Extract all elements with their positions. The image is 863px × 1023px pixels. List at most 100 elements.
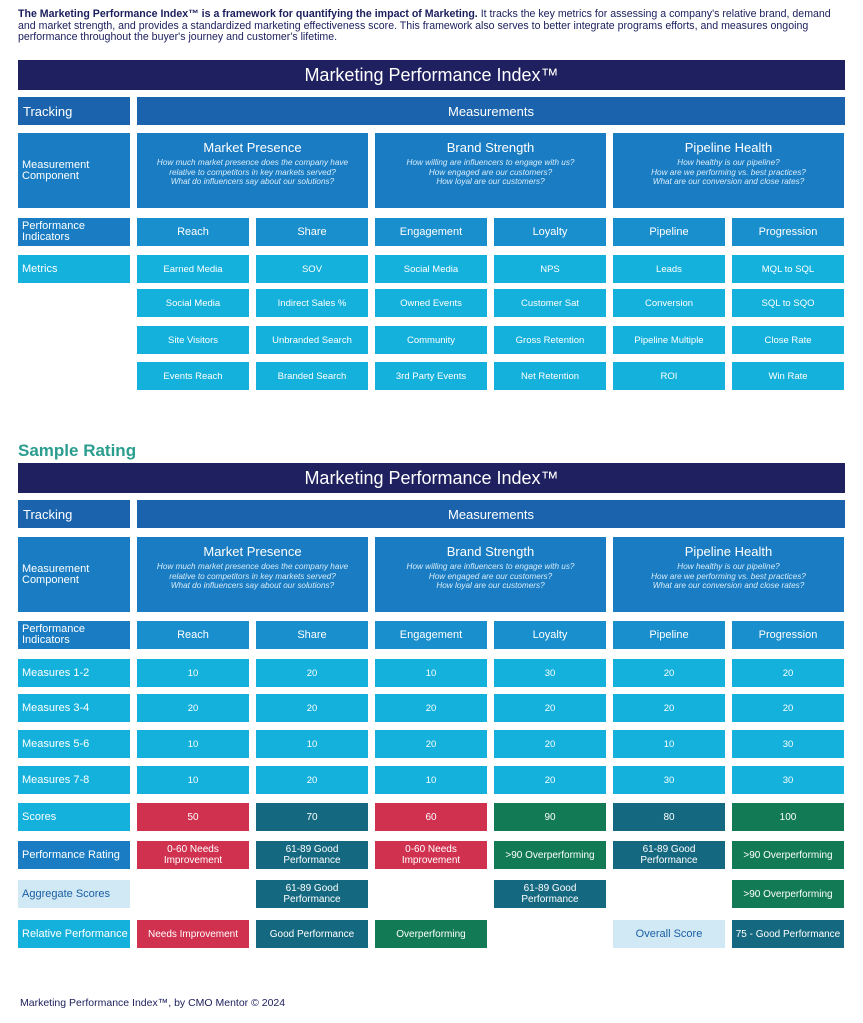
- measure-value: 10: [137, 659, 249, 687]
- component-2: Pipeline Health How healthy is our pipeli…: [613, 537, 844, 612]
- metric-cell: Site Visitors: [137, 326, 249, 354]
- rating-value: 0-60 Needs Improvement: [375, 841, 487, 869]
- measure-value: 20: [613, 694, 725, 722]
- scores-label: Scores: [18, 803, 130, 831]
- metrics-label: Metrics: [18, 255, 130, 283]
- measure-value: 20: [732, 659, 844, 687]
- metric-cell: ROI: [613, 362, 725, 390]
- measures-label: Measures 1-2: [18, 659, 130, 687]
- sample-indicator-4: Pipeline: [613, 621, 725, 649]
- component-1: Brand Strength How willing are influencer…: [375, 133, 606, 208]
- metric-cell: 3rd Party Events: [375, 362, 487, 390]
- component-title: Market Presence: [203, 140, 302, 155]
- measure-value: 20: [494, 694, 606, 722]
- performance-indicators-label: Performance Indicators: [18, 218, 130, 246]
- component-title: Brand Strength: [446, 140, 535, 155]
- measure-value: 30: [732, 730, 844, 758]
- metric-cell: Leads: [613, 255, 725, 283]
- metric-cell: Social Media: [375, 255, 487, 283]
- metric-cell: Owned Events: [375, 289, 487, 317]
- relative-performance-label: Relative Performance: [18, 920, 130, 948]
- aggregate-scores-label: Aggregate Scores: [18, 880, 130, 908]
- score-value: 80: [613, 803, 725, 831]
- component-question: How engaged are our customers?: [428, 571, 553, 581]
- sample-indicator-5: Progression: [732, 621, 844, 649]
- component-title: Pipeline Health: [684, 544, 773, 559]
- rating-value: 61-89 Good Performance: [613, 841, 725, 869]
- metric-cell: MQL to SQL: [732, 255, 844, 283]
- intro-rest: It tracks the key metrics for assessing …: [18, 8, 831, 44]
- sample-rating-heading: Sample Rating: [18, 441, 137, 460]
- metric-cell: NPS: [494, 255, 606, 283]
- component-2: Pipeline Health How healthy is our pipeli…: [613, 133, 844, 208]
- measure-value: 20: [256, 659, 368, 687]
- tracking-header: Tracking: [18, 97, 130, 125]
- sample-indicator-1: Share: [256, 621, 368, 649]
- score-value: 70: [256, 803, 368, 831]
- component-0: Market Presence How much market presence …: [137, 133, 368, 208]
- relative-value: Overperforming: [375, 920, 487, 948]
- component-title: Market Presence: [203, 544, 302, 559]
- measure-value: 10: [256, 730, 368, 758]
- overall-score-label: Overall Score: [613, 920, 725, 948]
- framework-title: Marketing Performance Index™: [18, 60, 845, 90]
- metric-cell: Earned Media: [137, 255, 249, 283]
- component-question: How willing are influencers to engage wi…: [406, 158, 575, 167]
- score-value: 50: [137, 803, 249, 831]
- component-question: How healthy is our pipeline?: [677, 562, 780, 571]
- measure-value: 10: [375, 766, 487, 794]
- sample-performance-indicators-label: Performance Indicators: [18, 621, 130, 649]
- component-title: Brand Strength: [446, 544, 535, 559]
- metric-cell: Social Media: [137, 289, 249, 317]
- relative-value: Good Performance: [256, 920, 368, 948]
- measures-label: Measures 3-4: [18, 694, 130, 722]
- score-value: 100: [732, 803, 844, 831]
- sample-tracking-header: Tracking: [18, 500, 130, 528]
- component-question: How loyal are our customers?: [436, 177, 545, 187]
- sample-indicator-3: Loyalty: [494, 621, 606, 649]
- intro-bold: The Marketing Performance Index™ is a fr…: [18, 8, 478, 20]
- measurement-component-label: Measurement Component: [18, 133, 130, 208]
- rating-value: 0-60 Needs Improvement: [137, 841, 249, 869]
- component-question: How engaged are our customers?: [428, 167, 553, 177]
- measure-value: 20: [494, 766, 606, 794]
- metric-cell: Gross Retention: [494, 326, 606, 354]
- metric-cell: SQL to SQO: [732, 289, 844, 317]
- relative-value: 75 - Good Performance: [732, 920, 844, 948]
- measurements-header: Measurements: [137, 97, 845, 125]
- sample-indicator-0: Reach: [137, 621, 249, 649]
- sample-measurement-component-label: Measurement Component: [18, 537, 130, 612]
- component-question: How willing are influencers to engage wi…: [406, 562, 575, 571]
- metric-cell: Win Rate: [732, 362, 844, 390]
- indicator-4: Pipeline: [613, 218, 725, 246]
- score-value: 60: [375, 803, 487, 831]
- measure-value: 10: [137, 766, 249, 794]
- measure-value: 20: [375, 730, 487, 758]
- measure-value: 30: [613, 766, 725, 794]
- sample-title: Marketing Performance Index™: [18, 463, 845, 493]
- component-0: Market Presence How much market presence …: [137, 537, 368, 612]
- measure-value: 20: [375, 694, 487, 722]
- rating-value: 61-89 Good Performance: [256, 841, 368, 869]
- measure-value: 20: [137, 694, 249, 722]
- indicator-1: Share: [256, 218, 368, 246]
- measure-value: 30: [494, 659, 606, 687]
- metric-cell: SOV: [256, 255, 368, 283]
- component-question: How healthy is our pipeline?: [677, 158, 780, 167]
- measure-value: 30: [732, 766, 844, 794]
- component-question: What do influencers say about our soluti…: [170, 581, 335, 591]
- performance-rating-label: Performance Rating: [18, 841, 130, 869]
- metric-cell: Events Reach: [137, 362, 249, 390]
- sample-measurements-header: Measurements: [137, 500, 845, 528]
- aggregate-value: >90 Overperforming: [732, 880, 844, 908]
- measure-value: 20: [732, 694, 844, 722]
- measure-value: 20: [613, 659, 725, 687]
- metric-cell: Close Rate: [732, 326, 844, 354]
- indicator-3: Loyalty: [494, 218, 606, 246]
- measures-label: Measures 5-6: [18, 730, 130, 758]
- indicator-2: Engagement: [375, 218, 487, 246]
- measures-label: Measures 7-8: [18, 766, 130, 794]
- measure-value: 10: [613, 730, 725, 758]
- component-1: Brand Strength How willing are influencer…: [375, 537, 606, 612]
- component-question: How are we performing vs. best practices…: [651, 167, 806, 177]
